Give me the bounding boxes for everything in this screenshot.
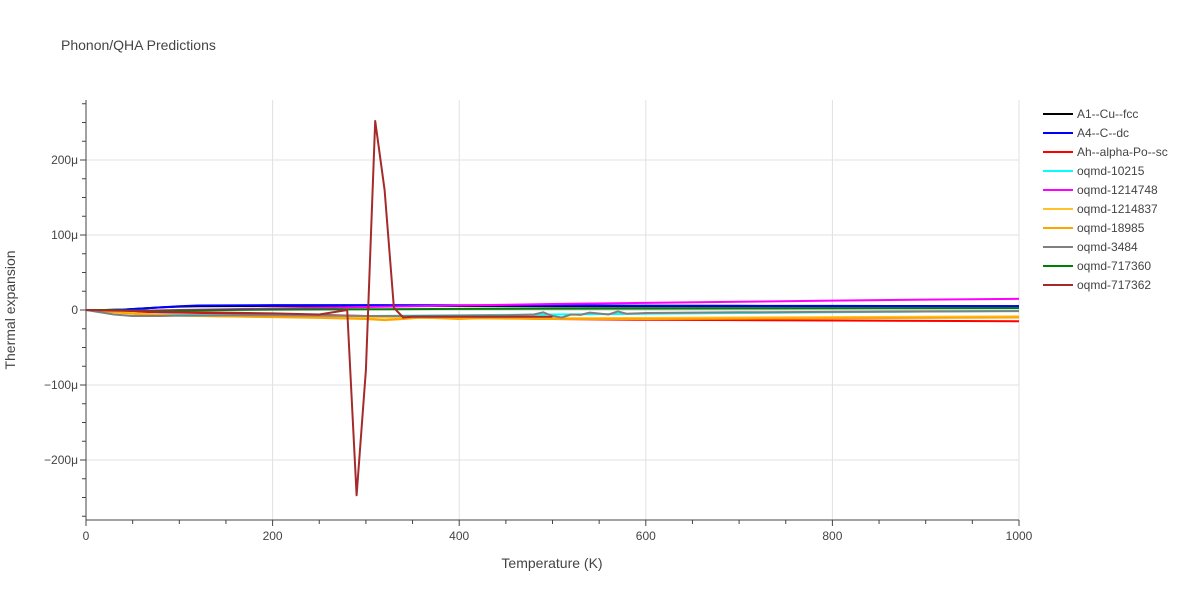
series-line-oqmd-717362 (86, 120, 553, 497)
legend-label: A1--Cu--fcc (1077, 107, 1138, 121)
legend-item[interactable]: A4--C--dc (1043, 126, 1129, 140)
legend-label: oqmd-717362 (1077, 278, 1151, 292)
x-tick-label: 200 (263, 529, 283, 543)
legend-label: oqmd-10215 (1077, 164, 1145, 178)
x-tick-label: 1000 (1006, 529, 1033, 543)
legend-item[interactable]: oqmd-717362 (1043, 278, 1151, 292)
legend-label: Ah--alpha-Po--sc (1077, 145, 1168, 159)
axes: 0 200 400 600 800 1000 −200μ −100μ 0 100μ 200μ (44, 100, 1033, 543)
legend-item[interactable]: oqmd-18985 (1043, 221, 1145, 235)
x-axis-title: Temperature (K) (501, 555, 602, 571)
plot-area (86, 120, 1019, 497)
y-tick-label: 0 (71, 303, 78, 317)
legend-item[interactable]: oqmd-1214748 (1043, 183, 1158, 197)
y-tick-label: 100μ (51, 228, 78, 242)
y-tick-label: 200μ (51, 153, 78, 167)
x-tick-label: 400 (449, 529, 469, 543)
grid-lines (86, 100, 1020, 520)
legend-label: oqmd-717360 (1077, 259, 1151, 273)
legend-label: oqmd-3484 (1077, 240, 1138, 254)
legend-label: oqmd-18985 (1077, 221, 1145, 235)
x-tick-label: 0 (83, 529, 90, 543)
chart-title: Phonon/QHA Predictions (61, 37, 216, 53)
legend-label: A4--C--dc (1077, 126, 1129, 140)
legend-label: oqmd-1214748 (1077, 183, 1158, 197)
legend-label: oqmd-1214837 (1077, 202, 1158, 216)
y-axis-title: Thermal expansion (2, 250, 18, 369)
series-line-oqmd-3484 (86, 309, 1019, 319)
y-tick-label: −100μ (44, 378, 78, 392)
x-tick-label: 600 (636, 529, 656, 543)
legend[interactable]: A1--Cu--fcc A4--C--dc Ah--alpha-Po--sc oqmd… (1043, 107, 1168, 292)
legend-item[interactable]: oqmd-10215 (1043, 164, 1145, 178)
series-line-a4-c-dc (86, 304, 1019, 311)
legend-item[interactable]: oqmd-1214837 (1043, 202, 1158, 216)
x-tick-label: 800 (822, 529, 842, 543)
y-tick-label: −200μ (44, 453, 78, 467)
legend-item[interactable]: oqmd-3484 (1043, 240, 1138, 254)
legend-item[interactable]: A1--Cu--fcc (1043, 107, 1138, 121)
legend-item[interactable]: Ah--alpha-Po--sc (1043, 145, 1168, 159)
legend-item[interactable]: oqmd-717360 (1043, 259, 1151, 273)
